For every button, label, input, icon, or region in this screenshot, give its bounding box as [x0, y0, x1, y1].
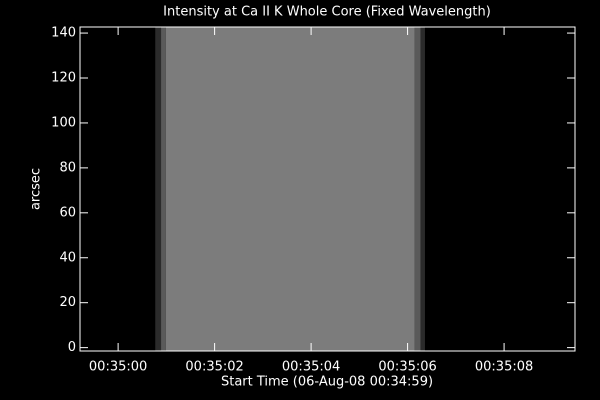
x-tick-label: 00:35:08: [475, 360, 533, 375]
y-tick-label: 0: [68, 340, 76, 355]
x-tick-label: 00:35:04: [282, 360, 340, 375]
y-tick-label: 40: [59, 250, 76, 265]
y-tick-label: 80: [59, 160, 76, 175]
image-band: [161, 27, 166, 351]
x-tick-label: 00:35:06: [378, 360, 436, 375]
y-tick-label: 140: [51, 26, 76, 41]
image-band: [414, 27, 421, 351]
x-axis-label: Start Time (06-Aug-08 00:34:59): [221, 375, 433, 390]
image-band: [420, 27, 425, 351]
image-band: [155, 27, 162, 351]
y-tick-label: 100: [51, 115, 76, 130]
x-tick-label: 00:35:00: [89, 360, 147, 375]
y-tick-label: 20: [59, 295, 76, 310]
x-tick-label: 00:35:02: [185, 360, 243, 375]
y-tick-label: 60: [59, 205, 76, 220]
plot-frame: [79, 26, 576, 352]
y-tick-label: 120: [51, 71, 76, 86]
y-axis-label: arcsec: [29, 168, 44, 210]
image-band: [165, 27, 415, 351]
chart-title: Intensity at Ca II K Whole Core (Fixed W…: [163, 5, 491, 20]
